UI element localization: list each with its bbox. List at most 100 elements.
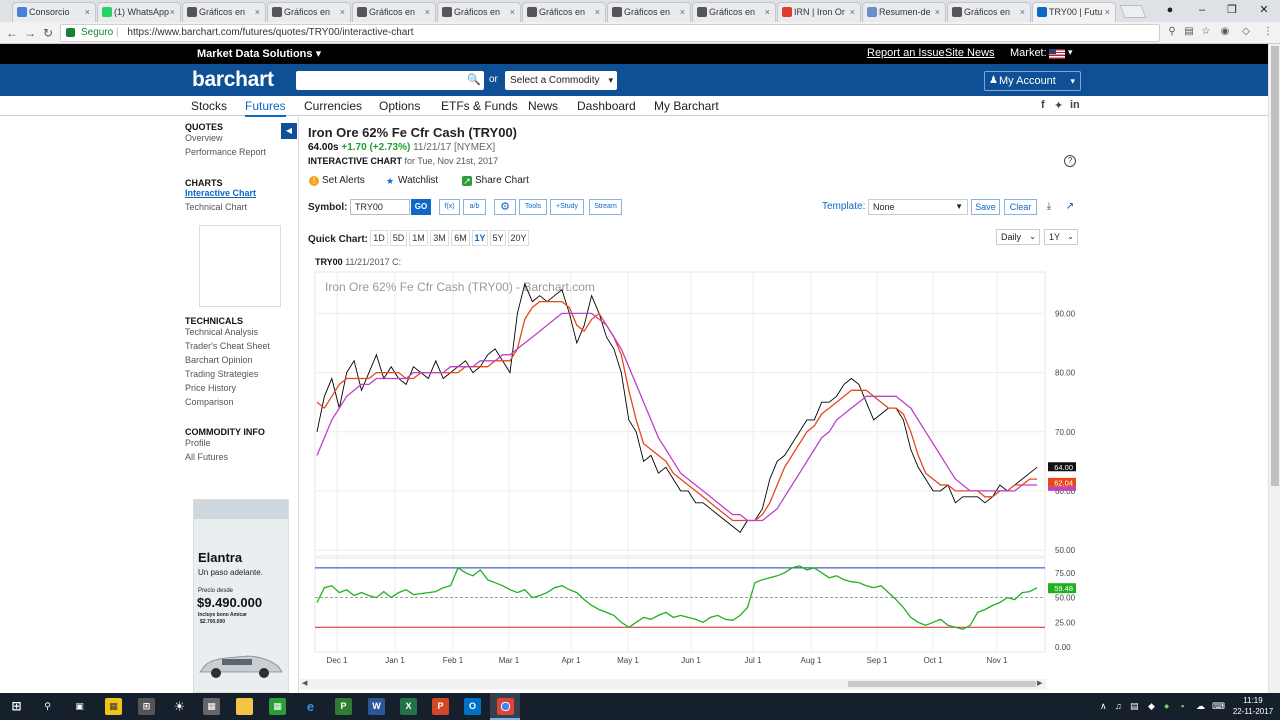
range-button-3m[interactable]: 3M bbox=[430, 230, 449, 246]
powerpoint-icon[interactable]: P bbox=[432, 698, 449, 715]
tools-button[interactable]: Tools bbox=[519, 199, 547, 215]
menu-kebab-icon[interactable]: ⋮ bbox=[1263, 26, 1273, 37]
taskbar-clock[interactable]: 11:19 22-11-2017 bbox=[1228, 695, 1278, 717]
chart-horizontal-scrollbar[interactable]: ◀ ▶ bbox=[300, 679, 1046, 689]
range-button-6m[interactable]: 6M bbox=[451, 230, 470, 246]
save-button[interactable]: Save bbox=[971, 199, 1000, 215]
maximize-icon[interactable]: ❐ bbox=[1227, 4, 1237, 16]
browser-tab[interactable]: Gráficos en × bbox=[352, 2, 436, 22]
extension-icon-2[interactable]: ◇ bbox=[1242, 26, 1250, 37]
site-news-link[interactable]: Site News bbox=[945, 47, 995, 59]
outlook-icon[interactable]: O bbox=[464, 698, 481, 715]
barchart-logo[interactable]: barchart bbox=[192, 68, 274, 91]
sidebar-barchart-opinion[interactable]: Barchart Opinion bbox=[185, 355, 253, 365]
sidebar-interactive-chart[interactable]: Interactive Chart bbox=[185, 188, 257, 198]
profile-icon[interactable]: ● bbox=[1166, 4, 1174, 16]
cloud-icon[interactable]: ☁ bbox=[1196, 701, 1205, 711]
range-button-1m[interactable]: 1M bbox=[409, 230, 428, 246]
sidebar-comparison[interactable]: Comparison bbox=[185, 397, 234, 407]
minimize-icon[interactable]: – bbox=[1198, 4, 1206, 16]
sidebar-profile[interactable]: Profile bbox=[185, 438, 211, 448]
range-button-5y[interactable]: 5Y bbox=[490, 230, 506, 246]
tab-close-icon[interactable]: × bbox=[169, 7, 175, 17]
advertisement[interactable]: Elantra Un paso adelante. Precio desde $… bbox=[193, 499, 289, 693]
sidebar-performance-report[interactable]: Performance Report bbox=[185, 147, 267, 157]
task-view-icon[interactable]: ▣ bbox=[75, 701, 84, 711]
ratio-button[interactable]: a/b bbox=[463, 199, 486, 215]
chevron-down-icon[interactable]: ▾ bbox=[1068, 47, 1073, 57]
scroll-right-icon[interactable]: ▶ bbox=[1037, 680, 1043, 687]
range-button-20y[interactable]: 20Y bbox=[508, 230, 529, 246]
network-icon[interactable]: ▤ bbox=[1130, 701, 1139, 711]
nav-etfs-funds[interactable]: ETFs & Funds bbox=[441, 99, 518, 113]
report-issue-link[interactable]: Report an Issue bbox=[867, 47, 945, 59]
interactive-chart[interactable]: Dec 1 Jan 1 Feb 1 Mar 1 Apr 1 May 1 Jun 1 Jul 1… bbox=[300, 268, 1080, 678]
new-tab-button[interactable] bbox=[1119, 5, 1147, 18]
edge-browser-icon[interactable]: e bbox=[306, 699, 315, 714]
browser-tab[interactable]: Consorcio × bbox=[12, 2, 96, 22]
go-button[interactable]: GO bbox=[411, 199, 431, 215]
tab-close-icon[interactable]: × bbox=[84, 7, 90, 17]
share-chart-button[interactable]: ↗ Share Chart bbox=[462, 175, 529, 186]
expand-icon[interactable]: ↗ bbox=[1065, 201, 1075, 212]
price-panel[interactable] bbox=[314, 271, 1046, 557]
linkedin-icon[interactable]: in bbox=[1070, 99, 1080, 111]
windows-start-icon[interactable]: ⊞ bbox=[11, 699, 22, 713]
browser-tab[interactable]: TRY00 | Futu × bbox=[1032, 2, 1116, 22]
tab-close-icon[interactable]: × bbox=[424, 7, 430, 17]
browser-tab[interactable]: IRN | Iron Or × bbox=[777, 2, 861, 22]
bookmark-star-icon[interactable]: ☆ bbox=[1201, 26, 1211, 37]
watchlist-button[interactable]: ★ Watchlist bbox=[385, 175, 438, 186]
sidebar-trading-strategies[interactable]: Trading Strategies bbox=[185, 369, 259, 379]
usb-icon[interactable]: ◆ bbox=[1148, 701, 1155, 711]
project-app-icon[interactable]: P bbox=[335, 698, 352, 715]
app-tray-icon-2[interactable]: ▪ bbox=[1181, 701, 1185, 711]
range-button-1y[interactable]: 1Y bbox=[472, 230, 488, 246]
volume-icon[interactable]: ♫ bbox=[1115, 701, 1122, 711]
period-select[interactable]: 1Y ⌄ bbox=[1044, 229, 1078, 245]
forward-icon[interactable]: → bbox=[24, 26, 36, 40]
search-input[interactable] bbox=[296, 71, 484, 90]
browser-tab[interactable]: Gráficos en × bbox=[522, 2, 606, 22]
keyboard-icon[interactable]: ⌨ bbox=[1212, 701, 1225, 711]
stream-button[interactable]: Stream bbox=[589, 199, 622, 215]
nav-dashboard[interactable]: Dashboard bbox=[577, 99, 636, 113]
tab-close-icon[interactable]: × bbox=[509, 7, 515, 17]
browser-tab[interactable]: Gráficos en × bbox=[947, 2, 1031, 22]
sidebar-price-history[interactable]: Price History bbox=[185, 383, 237, 393]
nav-my-barchart[interactable]: My Barchart bbox=[654, 99, 719, 113]
sidebar-all-futures[interactable]: All Futures bbox=[185, 452, 229, 462]
function-button[interactable]: f(x) bbox=[439, 199, 460, 215]
facebook-icon[interactable]: f bbox=[1041, 99, 1045, 111]
file-explorer-icon[interactable] bbox=[236, 698, 253, 715]
sticky-notes-icon[interactable]: ▦ bbox=[105, 698, 122, 715]
us-flag-icon[interactable] bbox=[1049, 49, 1065, 59]
extension-icon[interactable]: ◉ bbox=[1220, 26, 1230, 37]
nav-options[interactable]: Options bbox=[379, 99, 421, 113]
browser-tab[interactable]: (1) WhatsApp × bbox=[97, 2, 181, 22]
browser-tab[interactable]: Resumen-de × bbox=[862, 2, 946, 22]
sidebar-technical-chart[interactable]: Technical Chart bbox=[185, 202, 248, 212]
market-data-solutions-menu[interactable]: Market Data Solutions ▾ bbox=[197, 48, 322, 60]
browser-tab[interactable]: Gráficos en × bbox=[437, 2, 521, 22]
help-icon[interactable]: ? bbox=[1064, 155, 1076, 167]
tab-close-icon[interactable]: × bbox=[1104, 7, 1110, 17]
settings-gear-icon[interactable]: ⚙ bbox=[494, 199, 516, 215]
scroll-left-icon[interactable]: ◀ bbox=[302, 680, 308, 687]
search-icon[interactable]: ⚲ bbox=[44, 701, 51, 711]
symbol-input[interactable]: TRY00 bbox=[350, 199, 410, 215]
tab-close-icon[interactable]: × bbox=[679, 7, 685, 17]
nav-news[interactable]: News bbox=[528, 99, 559, 113]
reload-icon[interactable]: ↻ bbox=[42, 26, 54, 40]
chrome-icon[interactable] bbox=[497, 698, 514, 715]
word-icon[interactable]: W bbox=[368, 698, 385, 715]
set-alerts-button[interactable]: ! Set Alerts bbox=[309, 175, 365, 186]
brightness-icon[interactable]: ☀ bbox=[173, 699, 186, 714]
back-icon[interactable]: ← bbox=[6, 26, 18, 40]
nav-stocks[interactable]: Stocks bbox=[191, 99, 228, 113]
tab-close-icon[interactable]: × bbox=[934, 7, 940, 17]
indicator-panel[interactable] bbox=[314, 557, 1046, 653]
sidebar-overview[interactable]: Overview bbox=[185, 133, 223, 143]
range-button-1d[interactable]: 1D bbox=[370, 230, 388, 246]
collapse-sidebar-button[interactable]: ◀ bbox=[281, 123, 297, 139]
